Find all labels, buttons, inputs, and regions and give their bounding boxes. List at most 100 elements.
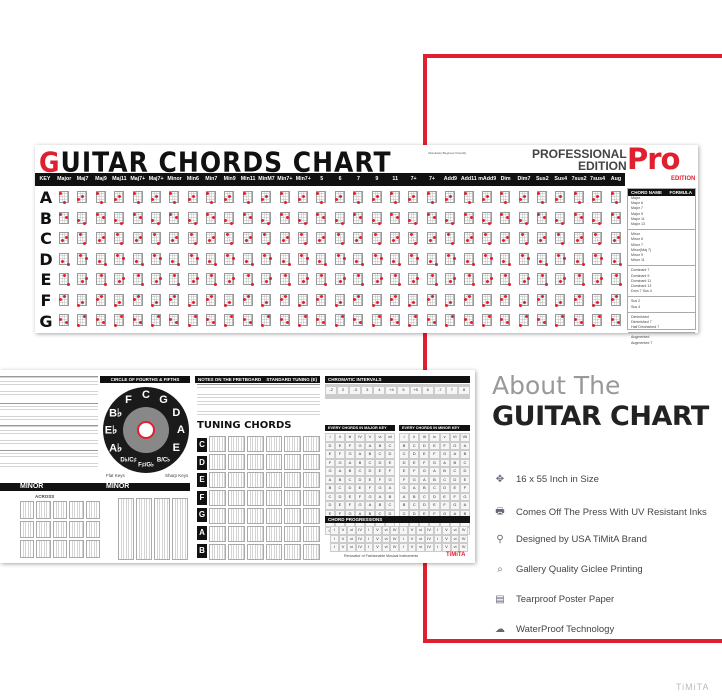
finger-dot — [316, 297, 320, 301]
finger-dot — [449, 300, 453, 304]
poster-title: GUITAR CHORDS CHART — [39, 146, 392, 178]
chord-diagram — [202, 188, 220, 209]
tuning-key: G — [197, 508, 207, 523]
finger-dot — [300, 253, 304, 257]
chord-diagram — [551, 209, 569, 230]
fretboard-icon — [610, 273, 621, 286]
chord-diagram — [303, 490, 320, 506]
finger-dot — [577, 274, 581, 278]
table-cell: G — [325, 467, 335, 476]
finger-dot — [226, 233, 230, 237]
chord-diagram — [265, 544, 283, 560]
chord-diagram — [588, 311, 606, 332]
chord-diagram — [92, 188, 110, 209]
formula-row: Minor — [628, 232, 695, 237]
table-cell: E — [325, 450, 335, 459]
chord-diagram — [165, 291, 183, 312]
circle-key: F — [125, 393, 132, 406]
table-cell: D — [419, 441, 430, 450]
table-cell: VII — [459, 433, 470, 442]
table-cell — [361, 396, 374, 399]
table-cell: B — [449, 458, 460, 467]
fretboard-icon — [77, 293, 88, 306]
chord-diagram — [118, 498, 134, 560]
table-cell: 4 — [373, 386, 386, 395]
chord-diagram — [570, 209, 588, 230]
finger-dot — [302, 280, 306, 284]
chord-diagram — [496, 311, 514, 332]
table-cell: E — [365, 475, 375, 484]
finger-dot — [485, 280, 489, 284]
scale-tab-1 — [0, 376, 98, 398]
chord-diagram — [73, 291, 91, 312]
finger-dot — [210, 294, 214, 298]
finger-dot — [471, 283, 475, 287]
circle-of-fifths: C G D A E B/C♭ F♯/G♭ D♭/C♯ A♭ E♭ B♭ F — [103, 387, 189, 473]
chord-diagram — [147, 311, 165, 332]
finger-dot — [557, 253, 561, 257]
chord-diagram — [92, 270, 110, 291]
chord-diagram — [227, 490, 245, 506]
finger-dot — [81, 300, 85, 304]
finger-dot — [224, 324, 228, 328]
chord-diagram — [110, 270, 128, 291]
finger-dot — [138, 236, 142, 240]
formula-row: Major 13 — [628, 222, 695, 227]
table-cell: D — [419, 501, 430, 510]
finger-dot — [361, 262, 365, 266]
finger-dot — [304, 221, 308, 225]
finger-dot — [177, 262, 181, 266]
chord-diagram — [496, 250, 514, 271]
fretboard-icon — [445, 314, 456, 327]
finger-dot — [189, 253, 193, 257]
chord-type-11: MinM7 — [258, 176, 275, 182]
finger-dot — [206, 318, 210, 322]
finger-dot — [389, 212, 393, 216]
finger-dot — [545, 262, 549, 266]
finger-dot — [318, 259, 322, 263]
chord-diagram — [202, 209, 220, 230]
finger-dot — [83, 242, 87, 246]
table-cell — [349, 396, 362, 399]
table-cell: vi — [416, 526, 425, 535]
table-cell: G — [365, 492, 375, 501]
table-cell: C — [335, 484, 345, 493]
progressions-title: CHORD PROGRESSIONS — [325, 516, 470, 523]
chord-diagram — [73, 250, 91, 271]
fretboard-icon — [114, 314, 125, 327]
finger-dot — [557, 233, 561, 237]
finger-dot — [377, 242, 381, 246]
circle-key: B/C♭ — [156, 457, 171, 464]
fretboard-icon — [242, 273, 253, 286]
fretboard-icon — [408, 211, 419, 224]
chord-diagram — [478, 291, 496, 312]
chord-diagram — [239, 229, 257, 250]
fretboard-icon — [334, 232, 345, 245]
chord-diagram — [220, 311, 238, 332]
finger-dot — [359, 215, 363, 219]
formula-divider — [628, 229, 695, 231]
notes-title-text: NOTES ON THE FRETBOARD — [198, 377, 262, 382]
finger-dot — [261, 218, 265, 222]
chord-diagram — [85, 520, 100, 539]
finger-dot — [65, 236, 68, 240]
chord-diagram — [184, 188, 202, 209]
chord-diagram — [239, 188, 257, 209]
finger-dot — [232, 256, 236, 260]
finger-dot — [469, 215, 473, 219]
finger-dot — [152, 233, 156, 237]
finger-dot — [287, 262, 291, 266]
chord-diagram-grid — [55, 188, 625, 332]
finger-dot — [322, 215, 326, 219]
finger-dot — [265, 300, 269, 304]
chord-diagram — [368, 250, 386, 271]
table-cell: V — [373, 543, 382, 552]
finger-dot — [95, 192, 99, 195]
chord-diagram — [184, 311, 202, 332]
finger-dot — [187, 218, 191, 222]
chord-diagram — [52, 520, 68, 539]
standard-tuning-label: STANDARD TUNING (E) — [266, 377, 317, 382]
chord-diagram — [331, 209, 349, 230]
tagline: Renovator of Fashionable Musical Instrum… — [344, 554, 419, 558]
fretboard-icon — [518, 211, 529, 224]
